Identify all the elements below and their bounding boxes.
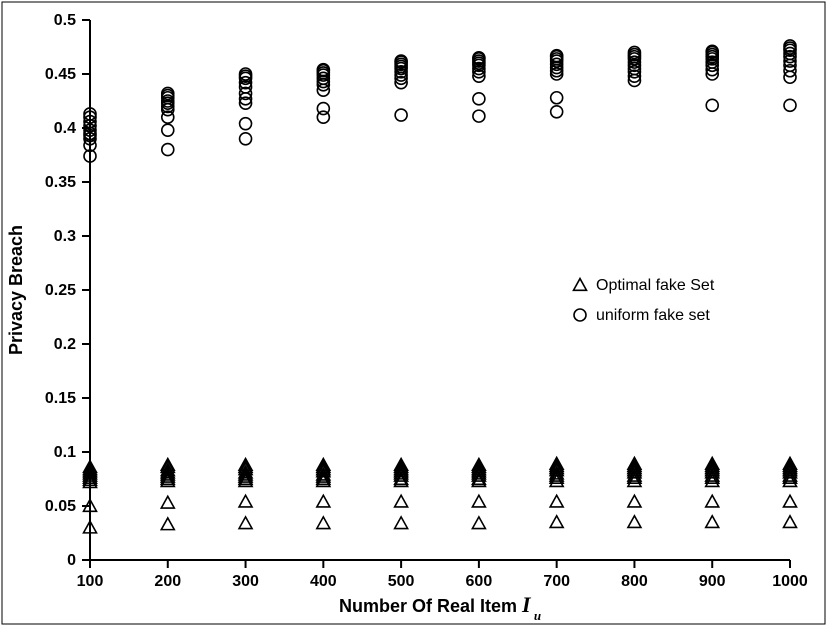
y-tick-label: 0.4 [54,120,76,137]
x-tick-label: 1000 [772,573,808,590]
x-tick-label: 500 [388,573,415,590]
y-tick-label: 0.25 [45,282,76,299]
legend-label: uniform fake set [596,307,710,324]
chart-container: 100 200 300 400 500 600 700 800 900 1000 0 0.05 0.1 0… [0,0,827,626]
x-axis-label: Number Of Real Item I u [339,592,541,623]
y-tick-label: 0 [67,552,76,569]
y-tick-label: 0.5 [54,12,76,29]
x-tick-label: 900 [699,573,726,590]
y-tick-label: 0.1 [54,444,76,461]
y-tick-label: 0.15 [45,390,76,407]
x-tick-label: 800 [621,573,648,590]
y-axis-label: Privacy Breach [6,225,26,355]
legend-label: Optimal fake Set [596,277,715,294]
x-tick-label: 200 [154,573,181,590]
scatter-chart: 100 200 300 400 500 600 700 800 900 1000 0 0.05 0.1 0… [0,0,827,626]
y-tick-label: 0.2 [54,336,76,353]
y-tick-label: 0.3 [54,228,76,245]
x-tick-label: 300 [232,573,259,590]
y-tick-label: 0.05 [45,498,76,515]
x-tick-label: 700 [543,573,570,590]
y-tick-label: 0.35 [45,174,76,191]
x-tick-label: 400 [310,573,337,590]
x-tick-label: 100 [77,573,104,590]
y-tick-label: 0.45 [45,66,76,83]
x-tick-label: 600 [466,573,493,590]
